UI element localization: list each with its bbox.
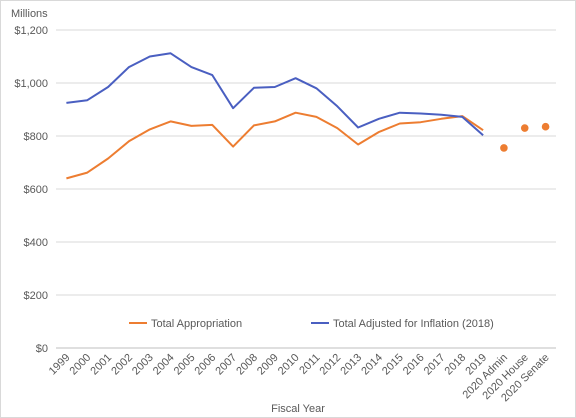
x-tick-label: 2017 — [422, 352, 448, 378]
y-units-label: Millions — [11, 8, 48, 20]
legend-label: Total Appropriation — [151, 318, 242, 330]
x-tick-label: 2018 — [443, 352, 469, 378]
projection-point — [500, 144, 508, 152]
x-tick-label: 2005 — [172, 352, 198, 378]
projection-point — [541, 122, 550, 131]
y-tick-label: $1,200 — [14, 25, 48, 37]
series-layer — [66, 52, 550, 180]
legend: Total Appropriation Total Adjusted for In… — [129, 318, 494, 330]
x-tick-label: 2002 — [109, 352, 135, 378]
gridlines — [56, 29, 556, 349]
y-tick-label: $200 — [24, 290, 48, 302]
y-tick-label: $800 — [24, 131, 48, 143]
x-tick-label: 2015 — [380, 352, 406, 378]
x-tick-label: 2004 — [151, 352, 177, 378]
x-axis: 1999200020012002200320042005200620072008… — [47, 352, 552, 405]
y-tick-label: $400 — [24, 237, 48, 249]
x-tick-label: 2008 — [234, 352, 260, 378]
series-line-2 — [66, 52, 484, 136]
x-tick-label: 2000 — [68, 352, 94, 378]
y-axis: $0 $200 $400 $600 $800 $1,000 $1,200 — [14, 25, 48, 355]
x-tick-label: 2013 — [338, 352, 364, 378]
x-tick-label: 2010 — [276, 352, 302, 378]
y-tick-label: $0 — [36, 343, 48, 355]
x-tick-label: 2014 — [359, 352, 385, 378]
x-tick-label: 2003 — [130, 352, 156, 378]
series-line-1 — [66, 111, 484, 180]
x-tick-label: 2007 — [213, 352, 239, 378]
legend-label: Total Adjusted for Inflation (2018) — [333, 318, 494, 330]
y-tick-label: $1,000 — [14, 78, 48, 90]
y-tick-label: $600 — [24, 184, 48, 196]
x-tick-label: 2012 — [318, 352, 344, 378]
x-tick-label: 1999 — [47, 352, 73, 378]
x-tick-label: 2001 — [88, 352, 114, 378]
x-tick-label: 2006 — [193, 352, 219, 378]
x-tick-label: 2009 — [255, 352, 281, 378]
x-tick-label: 2011 — [297, 352, 322, 377]
x-axis-title: Fiscal Year — [271, 403, 325, 415]
projection-point — [520, 124, 529, 132]
x-tick-label: 2016 — [401, 352, 427, 378]
